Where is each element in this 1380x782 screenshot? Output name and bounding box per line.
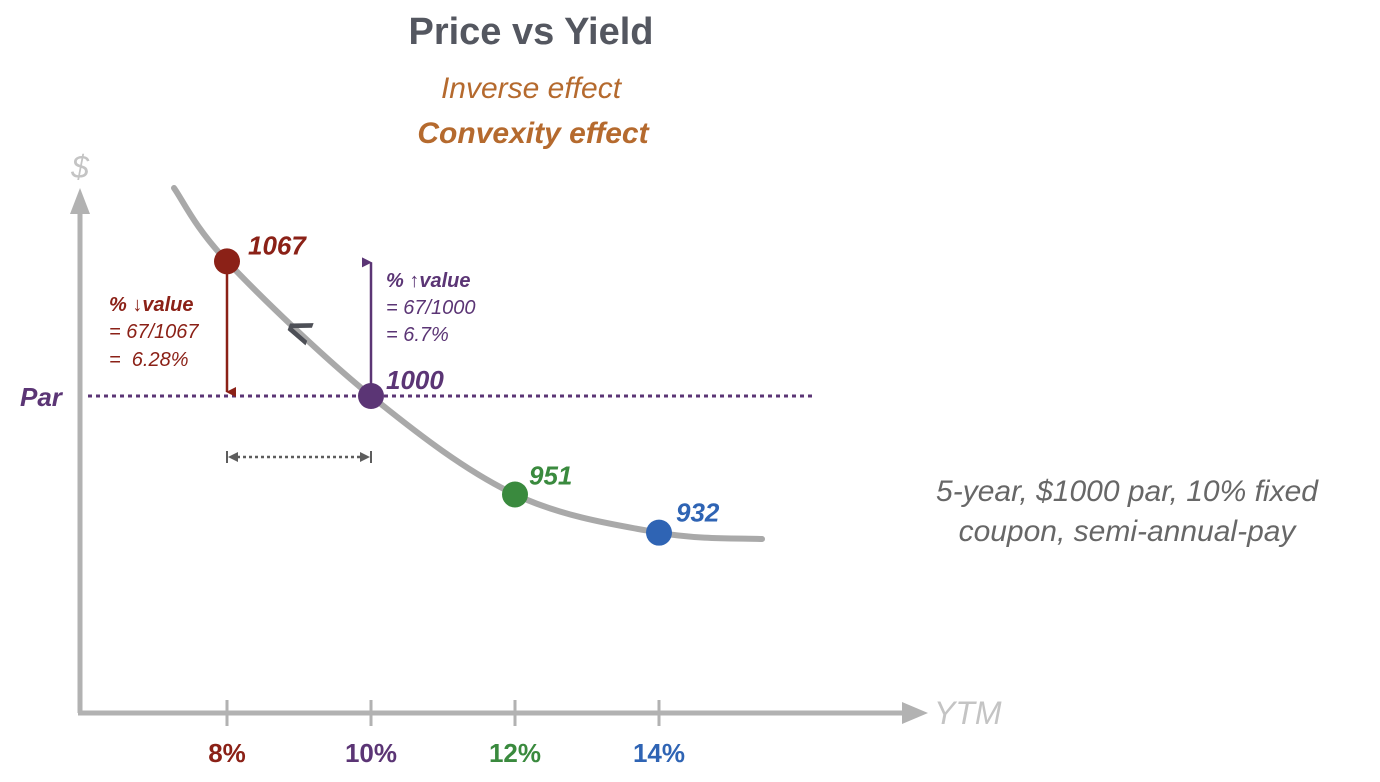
data-points <box>214 248 672 546</box>
y-axis-label: $ <box>70 149 90 185</box>
bond-note-line2: coupon, semi-annual-pay <box>959 515 1298 548</box>
data-point-label: 1067 <box>248 230 307 260</box>
x-ticks <box>225 700 661 726</box>
x-tick-label: 12% <box>489 738 541 768</box>
data-point-label: 951 <box>529 460 572 490</box>
right-annotation: % ↑value = 67/1000 = 6.7% <box>386 270 476 346</box>
data-point-label: 932 <box>676 498 720 528</box>
x-tick-labels: 8% 10% 12% 14% <box>208 738 685 768</box>
bracket-right-head <box>360 452 370 462</box>
left-annotation-title: % ↓value <box>109 294 193 316</box>
data-point-14pct <box>646 519 672 546</box>
data-point-labels: 1067 1000 951 932 <box>248 230 720 527</box>
data-point-10pct <box>358 383 384 409</box>
x-tick-label: 8% <box>208 738 246 768</box>
data-point-label: 1000 <box>386 365 444 395</box>
left-annotation: % ↓value = 67/1067 = 6.28% <box>109 294 199 371</box>
right-annotation-line1: = 67/1000 <box>386 297 476 319</box>
yield-change-bracket <box>226 451 372 463</box>
chart-subtitle-inverse: Inverse effect <box>441 72 623 105</box>
axes <box>70 188 928 724</box>
x-axis-label: YTM <box>934 695 1002 731</box>
chart-subtitle-convexity: Convexity effect <box>417 117 650 150</box>
left-annotation-line1: = 67/1067 <box>109 321 199 343</box>
x-tick-label: 10% <box>345 738 397 768</box>
x-tick-label: 14% <box>633 738 685 768</box>
bracket-left-head <box>228 452 238 462</box>
x-axis-arrowhead <box>902 702 928 724</box>
right-annotation-line2: = 6.7% <box>386 324 449 346</box>
data-point-8pct <box>214 248 240 275</box>
left-annotation-line2: = 6.28% <box>109 349 189 371</box>
right-annotation-title: % ↑value <box>386 270 470 292</box>
data-point-12pct <box>502 481 528 508</box>
y-axis-arrowhead <box>70 188 90 214</box>
chart-title: Price vs Yield <box>408 11 653 53</box>
bond-note-line1: 5-year, $1000 par, 10% fixed <box>936 475 1319 508</box>
par-label: Par <box>20 382 64 412</box>
